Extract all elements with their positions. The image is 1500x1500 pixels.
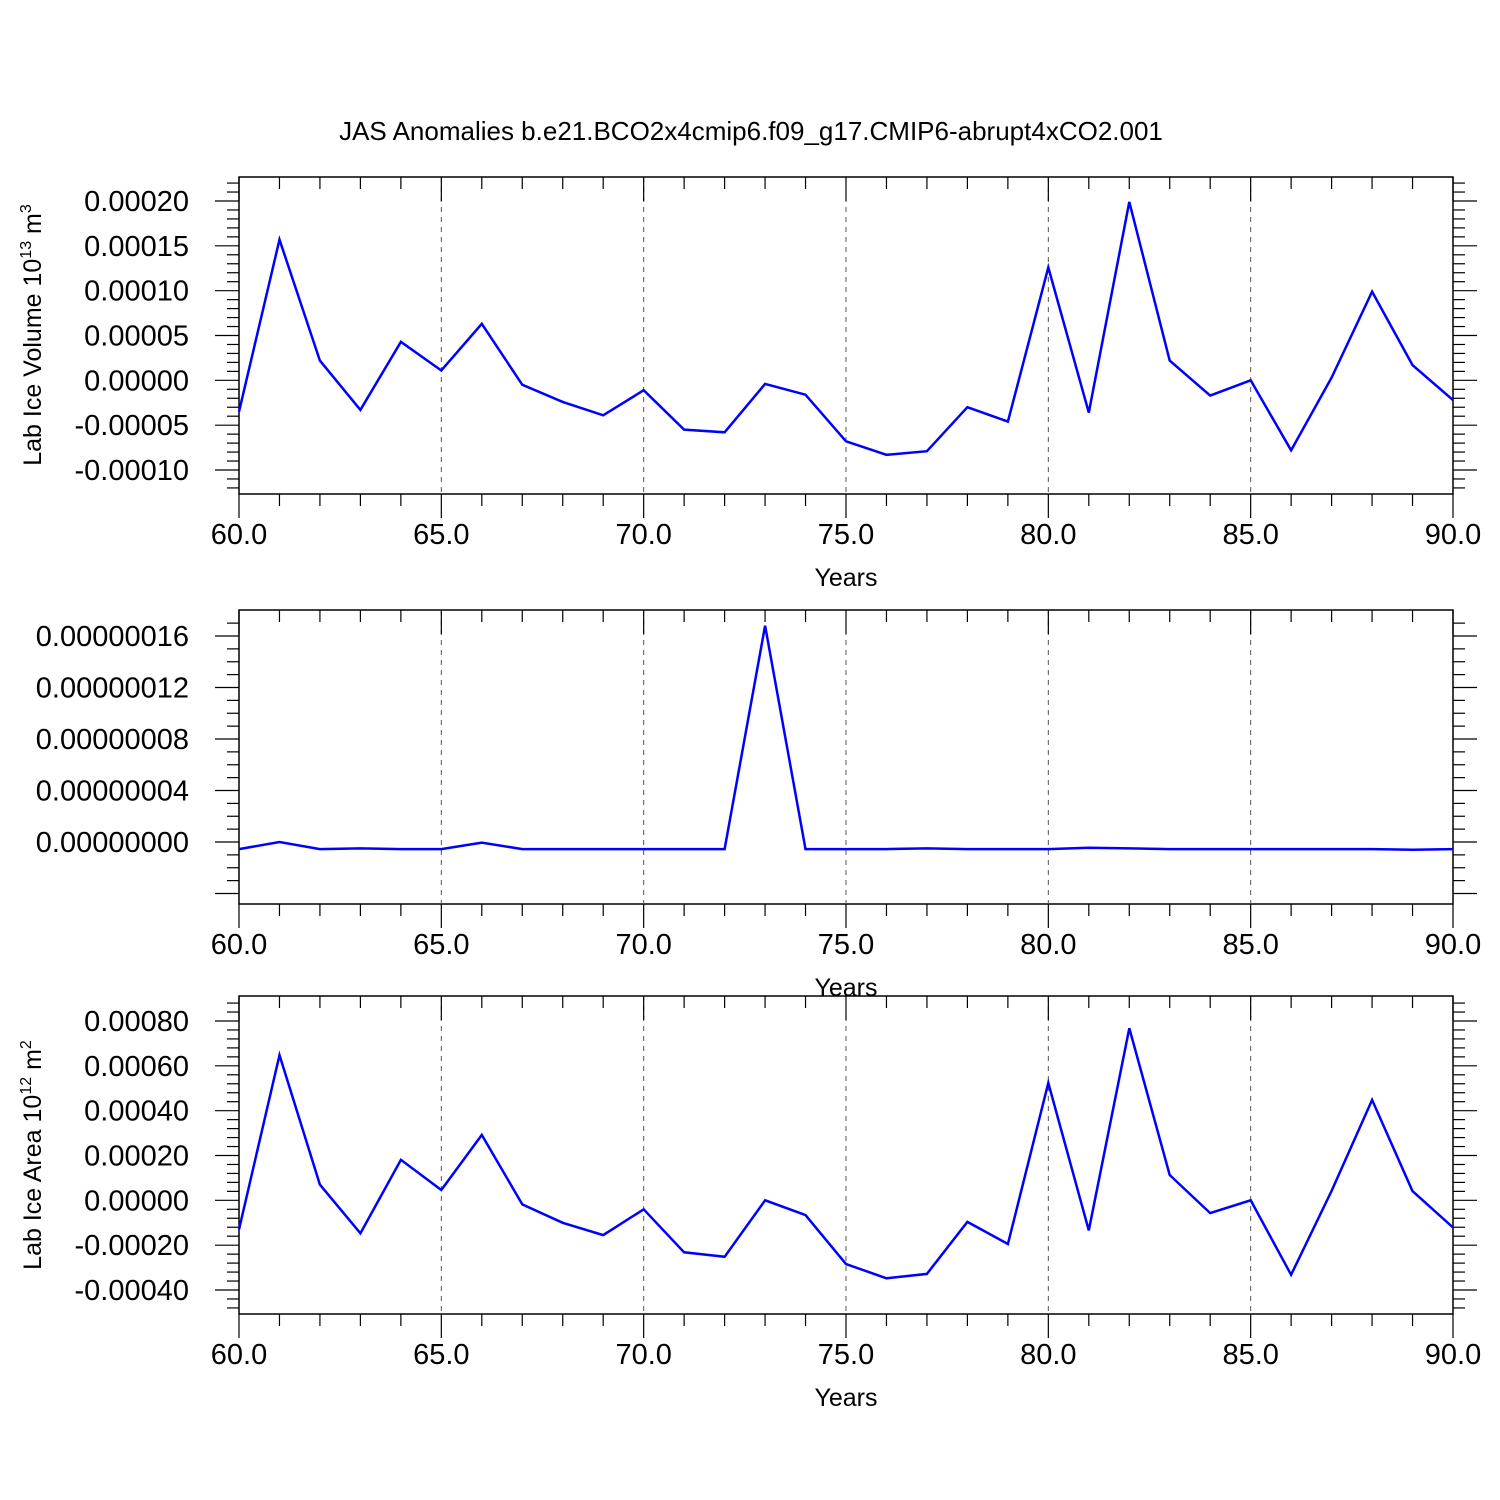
x-tick-label: 70.0	[615, 929, 671, 961]
x-tick-label: 70.0	[615, 1339, 671, 1371]
x-axis-label: Years	[814, 564, 877, 592]
x-tick-label: 80.0	[1020, 929, 1076, 961]
y-tick-label: 0.00000	[84, 1185, 189, 1217]
y-axis-label: Lab Ice Area 1012 m2	[18, 1040, 47, 1270]
y-tick-label: -0.00010	[75, 455, 190, 487]
y-tick-label: 0.00015	[84, 231, 189, 263]
x-tick-label: 75.0	[818, 929, 874, 961]
x-tick-label: 80.0	[1020, 519, 1076, 551]
x-tick-label: 85.0	[1222, 929, 1278, 961]
y-tick-label: 0.00000	[84, 365, 189, 397]
x-tick-label: 65.0	[413, 929, 469, 961]
y-tick-label: 0.00060	[84, 1051, 189, 1083]
x-tick-label: 85.0	[1222, 519, 1278, 551]
series-line	[238, 625, 1454, 851]
x-tick-label: 65.0	[413, 519, 469, 551]
x-tick-label: 90.0	[1425, 1339, 1481, 1371]
x-tick-label: 70.0	[615, 519, 671, 551]
y-axis-label: Lab Ice Volume 1013 m3	[18, 204, 47, 466]
x-tick-label: 60.0	[211, 1339, 267, 1371]
y-tick-label: 0.00080	[84, 1006, 189, 1038]
y-tick-label: 0.00005	[84, 321, 189, 353]
x-axis-label: Years	[814, 1384, 877, 1412]
x-tick-label: 60.0	[211, 519, 267, 551]
x-tick-label: 75.0	[818, 519, 874, 551]
y-tick-label: 0.00000012	[36, 673, 189, 705]
y-tick-label: 0.00020	[84, 186, 189, 218]
y-tick-label: 0.00000008	[36, 724, 189, 756]
y-tick-label: -0.00020	[75, 1230, 190, 1262]
series-line	[237, 201, 1454, 457]
y-tick-label: -0.00005	[75, 410, 190, 442]
series-line	[237, 1027, 1454, 1280]
x-tick-label: 80.0	[1020, 1339, 1076, 1371]
plot-frame	[238, 176, 1454, 495]
x-tick-label: 75.0	[818, 1339, 874, 1371]
y-tick-label: 0.00020	[84, 1141, 189, 1173]
y-tick-label: 0.00010	[84, 276, 189, 308]
chart-title: JAS Anomalies b.e21.BCO2x4cmip6.f09_g17.…	[339, 116, 1163, 146]
x-tick-label: 90.0	[1425, 929, 1481, 961]
y-tick-label: -0.00040	[75, 1275, 190, 1307]
x-tick-label: 85.0	[1222, 1339, 1278, 1371]
y-tick-label: 0.00000004	[36, 776, 189, 808]
x-tick-label: 90.0	[1425, 519, 1481, 551]
y-tick-label: 0.00000016	[36, 621, 189, 653]
x-tick-label: 65.0	[413, 1339, 469, 1371]
x-tick-label: 60.0	[211, 929, 267, 961]
y-tick-label: 0.00000000	[36, 827, 189, 859]
y-tick-label: 0.00040	[84, 1096, 189, 1128]
